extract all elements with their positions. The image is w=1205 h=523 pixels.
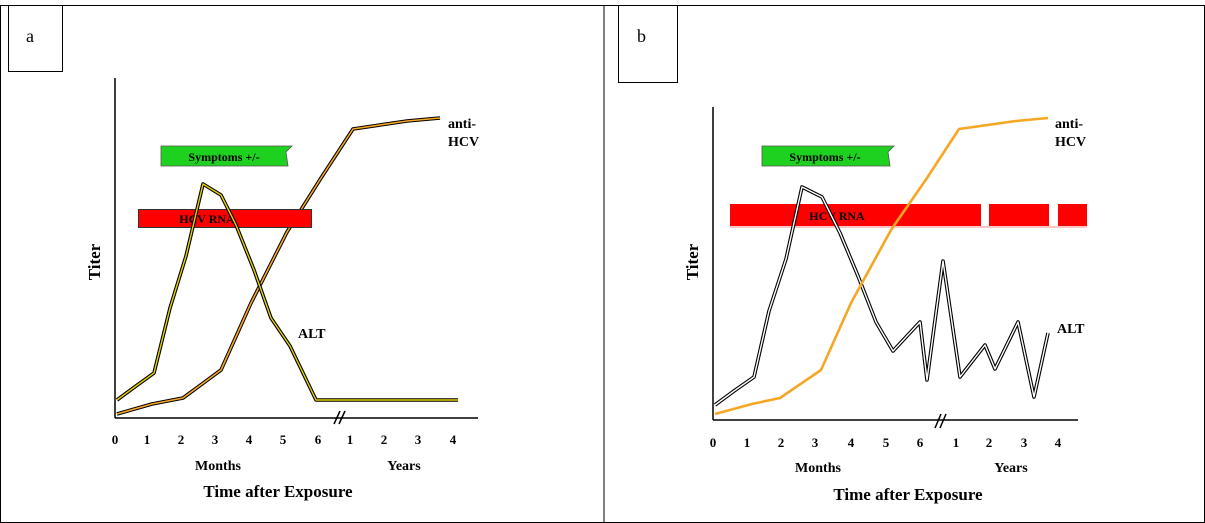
panel-b-month-tick: 4: [848, 435, 855, 450]
panel-b-hcv-rna-segment: [1058, 204, 1087, 226]
panel-b-year-tick: 3: [1021, 435, 1028, 450]
panel-a-symptoms-label: Symptoms +/-: [188, 150, 259, 164]
panel-a-y-axis-title: Titer: [85, 243, 104, 280]
panel-b-month-tick: 3: [812, 435, 819, 450]
panel-a-anti-hcv-label: anti-: [448, 117, 476, 132]
panel-b-years-label: Years: [994, 461, 1028, 476]
panel-b-anti-hcv-curve: [714, 116, 1049, 416]
panel-b-year-tick: 4: [1055, 435, 1062, 450]
panel-a-month-tick: 6: [315, 432, 322, 447]
panel-b-alt-label: ALT: [1057, 322, 1085, 337]
panel-b-y-axis-title: Titer: [683, 243, 702, 280]
panel-b-hcv-rna-band: [730, 204, 1087, 228]
panel-b-letter: b: [637, 26, 646, 46]
panel-b-symptoms-label: Symptoms +/-: [789, 150, 860, 164]
panel-a-letter: a: [26, 26, 34, 46]
panel-a-month-tick: 0: [112, 432, 119, 447]
panel-b-month-tick: 1: [744, 435, 751, 450]
panel-a-anti-hcv-label-2: HCV: [448, 135, 479, 150]
panel-a-anti-hcv-curve-fill: [116, 117, 441, 415]
panel-b-month-tick: 2: [778, 435, 785, 450]
panel-a-hcv-rna-label: HCV RNA: [179, 212, 235, 226]
panel-a-month-ticks: 0 1 2 3 4 5 6: [112, 432, 322, 447]
panel-a-months-label: Months: [195, 459, 241, 474]
panel-a-month-tick: 3: [212, 432, 219, 447]
panel-a-month-tick: 5: [280, 432, 287, 447]
panel-b-anti-hcv-label-2: HCV: [1055, 135, 1086, 150]
panel-a: a 0 1 2 3 4 5 6 1 2 3 4 Months Years Tim…: [8, 5, 479, 501]
panel-a-alt-label: ALT: [298, 327, 326, 342]
panel-b-symptoms-band: [761, 145, 895, 167]
panel-b-year-tick: 1: [953, 435, 960, 450]
panel-b-hcv-rna-segment: [989, 204, 1049, 226]
panel-b-x-axis-title: Time after Exposure: [833, 485, 983, 504]
panel-b-month-ticks: 0 1 2 3 4 5 6: [710, 435, 924, 450]
panel-b: b 0 1 2 3 4 5 6 1 2 3 4 Months Years Tim…: [618, 5, 1087, 504]
panel-a-letter-box: [8, 5, 63, 72]
panel-a-year-tick: 3: [415, 432, 422, 447]
panel-b-year-tick: 2: [986, 435, 993, 450]
panel-b-alt-curve-fill: [714, 186, 1049, 406]
panel-a-year-tick: 4: [450, 432, 457, 447]
panel-b-month-tick: 0: [710, 435, 717, 450]
panel-b-month-tick: 6: [917, 435, 924, 450]
panel-b-hcv-rna-label: HCV RNA: [809, 209, 865, 223]
panel-a-month-tick: 2: [178, 432, 185, 447]
panel-b-letter-box: [618, 5, 678, 83]
panel-a-year-tick: 1: [347, 432, 354, 447]
panel-a-year-tick: 2: [381, 432, 388, 447]
panel-b-month-tick: 5: [883, 435, 890, 450]
panel-b-anti-hcv-label: anti-: [1055, 117, 1083, 132]
panel-b-months-label: Months: [795, 461, 841, 476]
panel-a-year-ticks: 1 2 3 4: [347, 432, 457, 447]
panel-b-year-ticks: 1 2 3 4: [953, 435, 1062, 450]
panel-a-month-tick: 1: [144, 432, 151, 447]
panel-a-years-label: Years: [387, 459, 421, 474]
panel-a-x-axis-title: Time after Exposure: [203, 482, 353, 501]
panel-a-alt-curve-fill: [116, 183, 458, 401]
panel-a-hcv-rna-band: [138, 209, 312, 228]
panel-a-axis-break: [333, 410, 346, 425]
panel-b-axis-break: [934, 413, 947, 429]
panel-a-month-tick: 4: [246, 432, 253, 447]
panel-a-symptoms-band: [160, 145, 293, 167]
